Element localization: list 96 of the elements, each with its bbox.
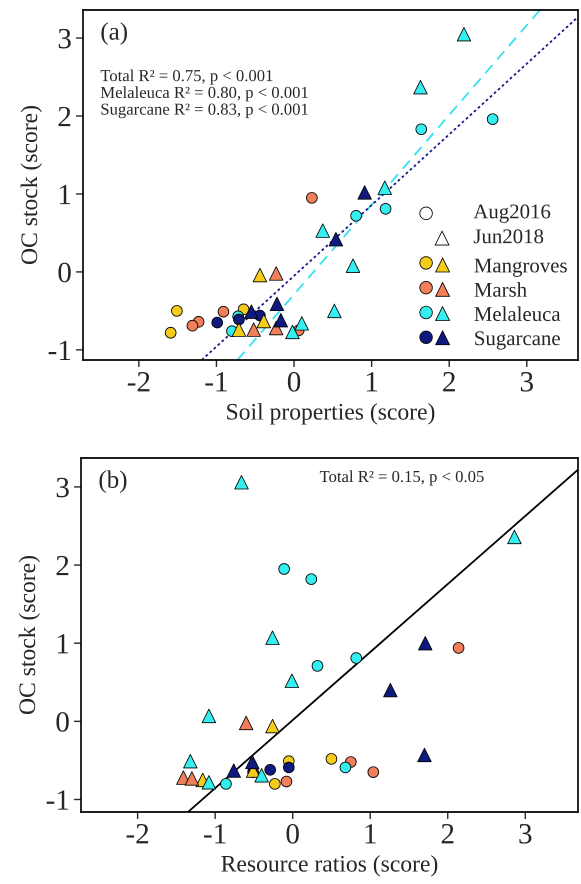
y-tick-label: 0 [56,712,69,732]
point [211,316,224,328]
point [202,708,216,724]
point [245,754,260,770]
y-tick-label: 1 [58,634,68,654]
point [280,776,292,788]
x-tick-label: 2 [443,372,455,392]
point [269,778,281,790]
point [306,192,318,204]
x-tick-label: 1 [366,372,378,392]
point [218,306,230,318]
x-tick-label: 3 [519,824,532,844]
legend-label: Melaleuca [474,306,560,322]
point [415,123,428,136]
point [220,778,232,790]
point [346,258,360,273]
x-tick-label: -1 [205,372,227,392]
point [340,762,352,774]
point [183,754,198,768]
point [265,630,280,645]
point [316,223,330,238]
point [274,313,288,328]
point [452,642,464,654]
point [270,296,284,312]
point [264,764,276,776]
point [226,763,241,778]
y-tick-label: 0 [58,262,71,282]
point [413,80,428,94]
point [186,320,198,332]
annotation: Melaleuca R² = 0.80, p < 0.001 [100,86,308,102]
y-tick-label: -1 [48,340,70,360]
annotation: (a) [101,22,127,45]
annotation: Aug2016 [474,204,550,223]
y-tick-label: 3 [56,478,69,498]
x-tick-label: 0 [286,824,299,844]
point [368,766,380,778]
point [305,573,318,585]
y-tick-label: 2 [58,106,70,126]
point [326,753,338,765]
point [254,768,269,782]
point [383,682,398,698]
point [327,304,342,318]
annotation: Sugarcane R² = 0.83, p < 0.001 [101,104,308,118]
legend-label: Marsh [474,282,527,297]
point [312,660,324,672]
point [252,268,268,282]
point [350,210,362,222]
point [350,652,362,664]
annotation: Total R² = 0.75, p < 0.001 [100,70,272,85]
x-tick-label: -2 [128,372,150,392]
point [171,305,183,317]
point [378,180,392,195]
point [232,322,246,337]
legend-label: Sugarcane [475,331,560,350]
point [282,762,295,774]
point [278,563,290,575]
point [507,530,522,544]
point [244,304,259,319]
point [285,324,300,340]
y-axis-title: OC stock (score) [18,556,40,714]
point [164,326,176,339]
point [328,232,344,246]
y-axis-title: OC stock (score) [20,106,42,264]
point [202,775,216,790]
point [357,185,372,200]
point [418,636,432,650]
y-tick-label: 3 [58,28,71,48]
point [269,266,284,281]
point [380,202,392,215]
x-axis-title: Resource ratios (score) [221,855,438,877]
annotation: (b) [99,470,126,494]
x-tick-label: 1 [365,824,376,844]
x-tick-label: 3 [520,372,533,392]
point [246,322,261,337]
x-tick-label: 2 [442,824,454,844]
point [417,748,432,762]
y-tick-label: 2 [56,556,68,576]
point [265,718,280,734]
x-axis-title: Soil properties (score) [227,403,434,425]
point [284,674,300,688]
point [238,716,254,730]
legend-label: Mangroves [474,258,567,277]
point [486,113,498,125]
point [234,475,249,490]
annotation: Jun2018 [474,229,544,244]
y-tick-label: 1 [60,184,70,204]
x-tick-label: -2 [126,824,148,844]
annotation: Total R² = 0.15, p < 0.05 [320,470,484,486]
x-tick-label: 0 [288,372,300,392]
point [256,314,271,328]
point [233,314,245,326]
point [456,26,472,42]
point [294,316,309,331]
y-tick-label: -1 [46,790,68,810]
point [184,771,200,786]
x-tick-label: -1 [204,824,226,844]
